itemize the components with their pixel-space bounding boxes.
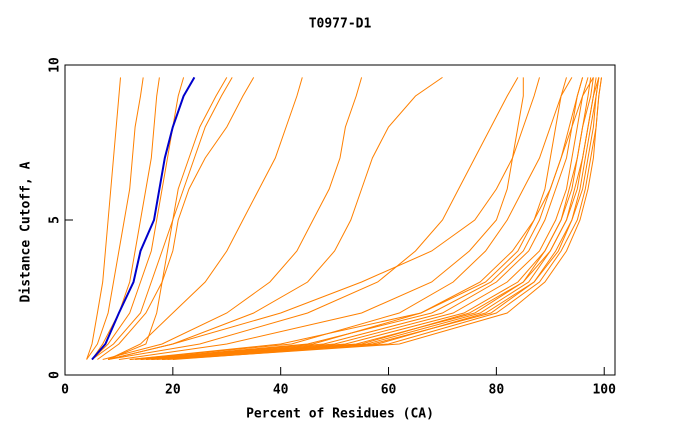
- series-line: [107, 76, 443, 360]
- x-axis-label: Percent of Residues (CA): [246, 407, 434, 422]
- series-line: [162, 77, 600, 360]
- y-axis-label: Distance Cutoff, A: [19, 161, 34, 302]
- series-line: [172, 77, 602, 360]
- series-line: [86, 77, 144, 360]
- series-line: [102, 77, 363, 360]
- series-line: [107, 77, 540, 360]
- series-line: [108, 77, 519, 360]
- series-line: [86, 77, 121, 360]
- x-tick-label: 40: [273, 383, 289, 398]
- x-tick-label: 20: [165, 383, 181, 398]
- series-line: [91, 77, 160, 360]
- series-line: [118, 77, 524, 360]
- series-line: [97, 77, 255, 360]
- chart-title: T0977-D1: [309, 17, 372, 32]
- y-tick-label: 5: [48, 216, 63, 224]
- series-line: [140, 77, 584, 360]
- series-line: [135, 77, 594, 360]
- series-line: [162, 77, 600, 360]
- y-tick-label: 0: [48, 371, 63, 379]
- y-tick-label: 10: [48, 57, 63, 73]
- x-tick-label: 100: [592, 383, 616, 398]
- x-tick-label: 60: [381, 383, 397, 398]
- x-tick-label: 0: [61, 383, 69, 398]
- series-line: [107, 77, 303, 360]
- series-line: [145, 77, 589, 360]
- series-line: [167, 77, 602, 360]
- series-line: [129, 77, 573, 360]
- series-line: [145, 77, 592, 360]
- series-line: [107, 77, 228, 360]
- series-line: [91, 77, 233, 360]
- series-line: [151, 77, 594, 360]
- plot-frame: [64, 64, 616, 376]
- x-tick-label: 80: [489, 383, 505, 398]
- series-line: [91, 76, 196, 361]
- series-line: [91, 77, 185, 360]
- series-line: [156, 77, 600, 360]
- series-line: [140, 77, 584, 360]
